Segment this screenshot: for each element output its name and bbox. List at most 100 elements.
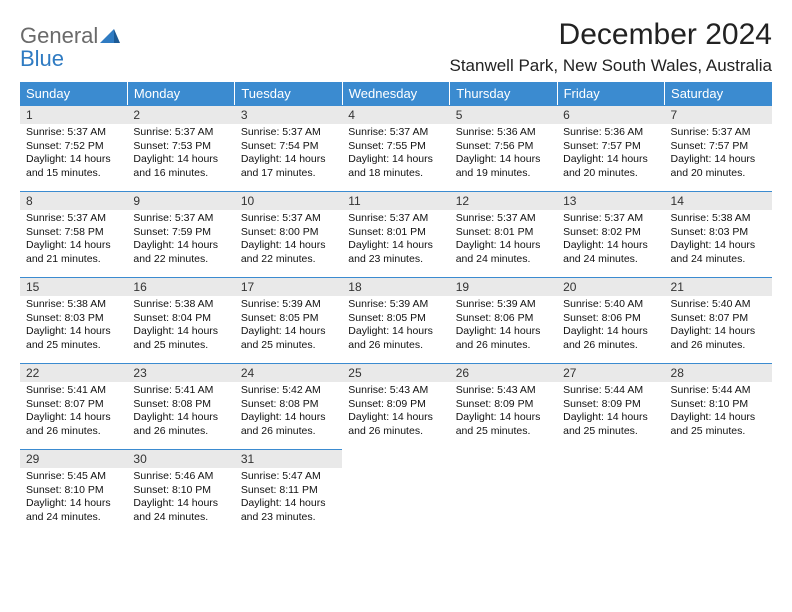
calendar-cell: 22Sunrise: 5:41 AMSunset: 8:07 PMDayligh… — [20, 363, 127, 449]
calendar-cell: 27Sunrise: 5:44 AMSunset: 8:09 PMDayligh… — [557, 363, 664, 449]
sunrise-line: Sunrise: 5:38 AM — [26, 298, 121, 312]
day-number: 24 — [235, 363, 342, 382]
day-header: Monday — [127, 82, 234, 105]
calendar-cell: 25Sunrise: 5:43 AMSunset: 8:09 PMDayligh… — [342, 363, 449, 449]
sunset-line: Sunset: 8:11 PM — [241, 484, 336, 498]
daylight-line: Daylight: 14 hours and 21 minutes. — [26, 239, 121, 266]
sunset-line: Sunset: 8:10 PM — [26, 484, 121, 498]
day-number: 17 — [235, 277, 342, 296]
daylight-line: Daylight: 14 hours and 25 minutes. — [133, 325, 228, 352]
day-header: Sunday — [20, 82, 127, 105]
sunset-line: Sunset: 8:04 PM — [133, 312, 228, 326]
day-details: Sunrise: 5:42 AMSunset: 8:08 PMDaylight:… — [235, 382, 342, 443]
day-details: Sunrise: 5:37 AMSunset: 8:01 PMDaylight:… — [450, 210, 557, 271]
calendar-cell: 20Sunrise: 5:40 AMSunset: 8:06 PMDayligh… — [557, 277, 664, 363]
sunrise-line: Sunrise: 5:36 AM — [456, 126, 551, 140]
sunset-line: Sunset: 8:08 PM — [133, 398, 228, 412]
calendar-cell: 10Sunrise: 5:37 AMSunset: 8:00 PMDayligh… — [235, 191, 342, 277]
day-number: 14 — [665, 191, 772, 210]
sunset-line: Sunset: 7:57 PM — [563, 140, 658, 154]
calendar-cell: 29Sunrise: 5:45 AMSunset: 8:10 PMDayligh… — [20, 449, 127, 535]
day-number: 19 — [450, 277, 557, 296]
day-details: Sunrise: 5:37 AMSunset: 7:52 PMDaylight:… — [20, 124, 127, 185]
calendar-table: SundayMondayTuesdayWednesdayThursdayFrid… — [20, 82, 772, 535]
day-details: Sunrise: 5:41 AMSunset: 8:08 PMDaylight:… — [127, 382, 234, 443]
sunset-line: Sunset: 8:03 PM — [26, 312, 121, 326]
day-details: Sunrise: 5:40 AMSunset: 8:06 PMDaylight:… — [557, 296, 664, 357]
day-number: 23 — [127, 363, 234, 382]
calendar-cell: 19Sunrise: 5:39 AMSunset: 8:06 PMDayligh… — [450, 277, 557, 363]
day-number: 28 — [665, 363, 772, 382]
day-number: 30 — [127, 449, 234, 468]
sunset-line: Sunset: 8:06 PM — [563, 312, 658, 326]
day-number: 9 — [127, 191, 234, 210]
sunrise-line: Sunrise: 5:37 AM — [456, 212, 551, 226]
daylight-line: Daylight: 14 hours and 15 minutes. — [26, 153, 121, 180]
daylight-line: Daylight: 14 hours and 26 minutes. — [671, 325, 766, 352]
day-number: 29 — [20, 449, 127, 468]
sunset-line: Sunset: 8:02 PM — [563, 226, 658, 240]
day-header: Tuesday — [235, 82, 342, 105]
day-details: Sunrise: 5:38 AMSunset: 8:04 PMDaylight:… — [127, 296, 234, 357]
day-number: 22 — [20, 363, 127, 382]
day-number: 13 — [557, 191, 664, 210]
daylight-line: Daylight: 14 hours and 19 minutes. — [456, 153, 551, 180]
sunset-line: Sunset: 8:01 PM — [348, 226, 443, 240]
calendar-cell: 3Sunrise: 5:37 AMSunset: 7:54 PMDaylight… — [235, 105, 342, 191]
day-details: Sunrise: 5:37 AMSunset: 8:00 PMDaylight:… — [235, 210, 342, 271]
daylight-line: Daylight: 14 hours and 18 minutes. — [348, 153, 443, 180]
day-details: Sunrise: 5:41 AMSunset: 8:07 PMDaylight:… — [20, 382, 127, 443]
calendar-cell — [450, 449, 557, 535]
calendar-cell: 14Sunrise: 5:38 AMSunset: 8:03 PMDayligh… — [665, 191, 772, 277]
daylight-line: Daylight: 14 hours and 24 minutes. — [133, 497, 228, 524]
calendar-header-row: SundayMondayTuesdayWednesdayThursdayFrid… — [20, 82, 772, 105]
sunset-line: Sunset: 8:10 PM — [133, 484, 228, 498]
daylight-line: Daylight: 14 hours and 22 minutes. — [241, 239, 336, 266]
day-number: 25 — [342, 363, 449, 382]
day-details: Sunrise: 5:36 AMSunset: 7:57 PMDaylight:… — [557, 124, 664, 185]
calendar-cell: 21Sunrise: 5:40 AMSunset: 8:07 PMDayligh… — [665, 277, 772, 363]
daylight-line: Daylight: 14 hours and 25 minutes. — [671, 411, 766, 438]
day-number: 20 — [557, 277, 664, 296]
day-number: 3 — [235, 105, 342, 124]
day-details: Sunrise: 5:47 AMSunset: 8:11 PMDaylight:… — [235, 468, 342, 529]
daylight-line: Daylight: 14 hours and 24 minutes. — [563, 239, 658, 266]
sunset-line: Sunset: 8:08 PM — [241, 398, 336, 412]
sunset-line: Sunset: 7:55 PM — [348, 140, 443, 154]
sunrise-line: Sunrise: 5:43 AM — [456, 384, 551, 398]
daylight-line: Daylight: 14 hours and 26 minutes. — [563, 325, 658, 352]
day-details: Sunrise: 5:39 AMSunset: 8:05 PMDaylight:… — [342, 296, 449, 357]
sunrise-line: Sunrise: 5:47 AM — [241, 470, 336, 484]
location-subtitle: Stanwell Park, New South Wales, Australi… — [449, 56, 772, 76]
header: General Blue December 2024 Stanwell Park… — [20, 18, 772, 76]
sunrise-line: Sunrise: 5:41 AM — [26, 384, 121, 398]
day-number: 2 — [127, 105, 234, 124]
calendar-cell: 26Sunrise: 5:43 AMSunset: 8:09 PMDayligh… — [450, 363, 557, 449]
calendar-cell: 16Sunrise: 5:38 AMSunset: 8:04 PMDayligh… — [127, 277, 234, 363]
sunset-line: Sunset: 8:03 PM — [671, 226, 766, 240]
calendar-cell: 17Sunrise: 5:39 AMSunset: 8:05 PMDayligh… — [235, 277, 342, 363]
calendar-cell: 6Sunrise: 5:36 AMSunset: 7:57 PMDaylight… — [557, 105, 664, 191]
day-number: 27 — [557, 363, 664, 382]
month-title: December 2024 — [449, 18, 772, 52]
day-details: Sunrise: 5:37 AMSunset: 7:59 PMDaylight:… — [127, 210, 234, 271]
daylight-line: Daylight: 14 hours and 22 minutes. — [133, 239, 228, 266]
daylight-line: Daylight: 14 hours and 23 minutes. — [241, 497, 336, 524]
day-details: Sunrise: 5:37 AMSunset: 8:01 PMDaylight:… — [342, 210, 449, 271]
sunrise-line: Sunrise: 5:37 AM — [671, 126, 766, 140]
sunset-line: Sunset: 8:10 PM — [671, 398, 766, 412]
day-details: Sunrise: 5:39 AMSunset: 8:05 PMDaylight:… — [235, 296, 342, 357]
sunrise-line: Sunrise: 5:37 AM — [241, 126, 336, 140]
daylight-line: Daylight: 14 hours and 24 minutes. — [26, 497, 121, 524]
calendar-cell: 28Sunrise: 5:44 AMSunset: 8:10 PMDayligh… — [665, 363, 772, 449]
day-details: Sunrise: 5:38 AMSunset: 8:03 PMDaylight:… — [20, 296, 127, 357]
calendar-cell: 15Sunrise: 5:38 AMSunset: 8:03 PMDayligh… — [20, 277, 127, 363]
day-details: Sunrise: 5:44 AMSunset: 8:10 PMDaylight:… — [665, 382, 772, 443]
sunrise-line: Sunrise: 5:37 AM — [563, 212, 658, 226]
day-number: 10 — [235, 191, 342, 210]
day-details: Sunrise: 5:37 AMSunset: 7:53 PMDaylight:… — [127, 124, 234, 185]
day-details: Sunrise: 5:37 AMSunset: 7:58 PMDaylight:… — [20, 210, 127, 271]
calendar-cell — [557, 449, 664, 535]
sunrise-line: Sunrise: 5:44 AM — [563, 384, 658, 398]
calendar-cell: 9Sunrise: 5:37 AMSunset: 7:59 PMDaylight… — [127, 191, 234, 277]
